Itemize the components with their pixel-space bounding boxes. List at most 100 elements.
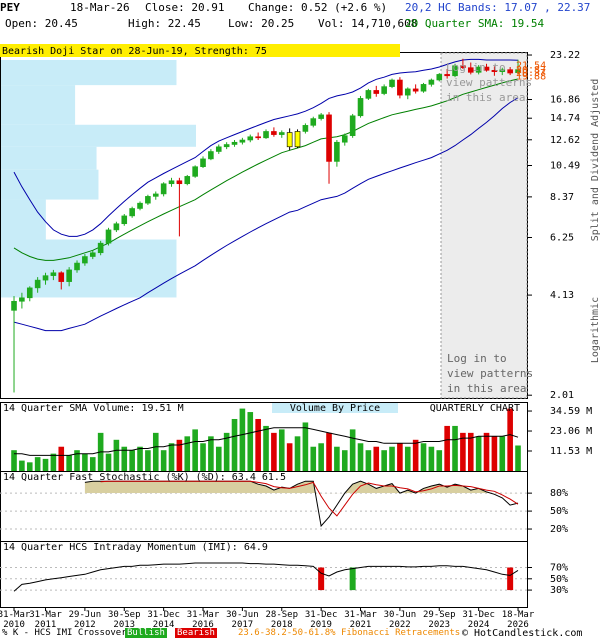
x-tick-label: 28-Sep 2018 [265, 610, 299, 630]
candle-body [310, 118, 317, 126]
candle-body [26, 287, 33, 299]
volume-bar [208, 436, 214, 471]
volume-bar [105, 453, 112, 471]
volume-bar [129, 450, 135, 471]
y-tick-label: 23.06 M [550, 426, 592, 437]
x-tick-label: 31-Dec 2014 [147, 610, 180, 630]
y-tick-label: 2.01 [550, 390, 574, 401]
y-tick-label: 10.49 [550, 160, 580, 171]
volume-bar [357, 443, 364, 471]
candle-body [97, 242, 104, 254]
volume-bar [452, 425, 458, 471]
volume-by-price-bar [1, 85, 76, 125]
y-tick-label: 16.86 [550, 95, 580, 106]
volume-bar [184, 436, 191, 471]
volume-bar [397, 443, 403, 471]
copyright: © HotCandlestick.com [462, 628, 583, 639]
volume-bar [460, 432, 466, 471]
candle-body [152, 193, 159, 197]
candle-body [389, 79, 395, 87]
y-tick-label: 70% [550, 563, 568, 574]
level-label: 20.87 [516, 65, 546, 76]
candle-body [145, 196, 151, 204]
volume-bar [239, 408, 246, 471]
y-axis-label: Split and Dividend Adjusted [590, 79, 600, 242]
volume-bar [483, 432, 490, 471]
candle-body [42, 275, 49, 281]
volume-bar [436, 450, 443, 471]
volume-bar [467, 432, 474, 471]
volume-bar [168, 443, 175, 471]
volume-by-price-bar [1, 199, 46, 240]
overlay-label: Volume By Price [290, 403, 380, 414]
volume-bar [26, 462, 33, 471]
candle-body [334, 141, 340, 162]
fibonacci-note: 23.6-38.2-50-61.8% Fibonacci Retracement… [238, 628, 461, 638]
candle-body [373, 90, 380, 94]
candle-body [74, 262, 80, 271]
x-tick-label: 31-Dec 2024 [462, 610, 495, 630]
candle-body [89, 252, 96, 257]
candle-body [515, 69, 521, 73]
x-tick-label: 29-Sep 2023 [423, 610, 456, 630]
y-tick-label: 50% [550, 506, 568, 517]
bullish-key: Bullish [125, 628, 167, 638]
volume-by-price-bar [1, 60, 177, 86]
x-tick-label: 31-Mar 2011 [29, 610, 62, 630]
volume-bar [365, 450, 372, 471]
candle-body [278, 132, 285, 135]
candle-body [286, 132, 293, 148]
volume-bar [326, 432, 332, 471]
level-label: 21.54 [516, 60, 546, 71]
crossover-bar [349, 567, 356, 591]
line [14, 427, 519, 456]
panel [0, 541, 528, 608]
volume-bar [11, 450, 17, 471]
symbol: PEY [0, 1, 20, 14]
patterns-note: Log in to view patterns in this area [446, 61, 533, 104]
line [13, 562, 519, 592]
volume-bar [160, 450, 167, 471]
volume-bar [475, 436, 482, 471]
y-tick-label: 23.22 [550, 50, 580, 61]
y-tick-label: 14.74 [550, 113, 580, 124]
line [13, 58, 519, 237]
volume-bar [507, 408, 513, 471]
candle-body [452, 65, 458, 77]
level-label: 19.88 [516, 72, 546, 83]
volume-bar [82, 453, 88, 471]
panel-title: 14 Quarter Fast Stochastic (%K) (%D): 63… [3, 472, 286, 483]
candle-body [444, 74, 450, 77]
y-tick-label: 34.59 M [550, 406, 592, 417]
candle-body [412, 88, 419, 92]
x-tick-label: 18-Mar 2026 [501, 610, 535, 630]
x-tick-label: 31-Dec 2019 [304, 610, 338, 630]
candle-body [499, 69, 506, 72]
volume-bar [137, 446, 143, 471]
patterns-area [440, 52, 528, 399]
candle-body [357, 98, 364, 117]
volume-bar [74, 450, 80, 471]
volume-by-price-bar [1, 146, 97, 170]
crossover-note: % K - HCS IMI Crossover, [2, 628, 133, 638]
volume-bar [223, 432, 230, 471]
candle-body [121, 215, 128, 225]
overlay-label-bg [272, 403, 398, 413]
candle-body [113, 223, 120, 231]
volume-bar [50, 453, 57, 471]
volume-bar [381, 450, 387, 471]
y-tick-label: 20% [550, 524, 568, 535]
volume-bar [278, 429, 285, 471]
candle-body [247, 136, 254, 141]
bands: 20,2 HC Bands: 17.07 , 22.37 [405, 1, 591, 14]
y-tick-label: 4.13 [550, 290, 574, 301]
candle-body [137, 202, 143, 209]
sma: 20 Quarter SMA: 19.54 [405, 17, 545, 30]
candle-body [11, 300, 17, 311]
volume-bar [341, 450, 348, 471]
annotation-bg [0, 44, 400, 57]
panel [0, 52, 528, 399]
x-tick-label: 29-Jun 2012 [68, 610, 102, 630]
volume-bar [428, 446, 435, 471]
candle-body [475, 66, 482, 73]
